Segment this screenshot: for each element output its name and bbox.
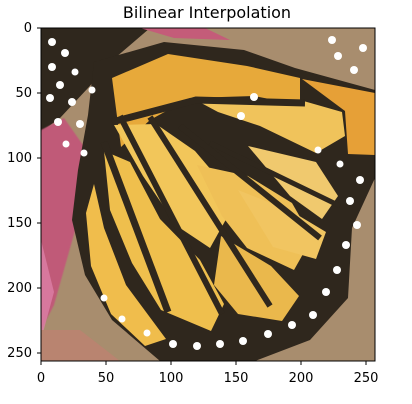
- wing-vein-4: [178, 123, 322, 241]
- y-tick-label-100: 100: [7, 151, 32, 166]
- x-tick-label-250: 250: [354, 371, 379, 386]
- y-tick-label-0: 0: [24, 21, 32, 36]
- wing-yellow-panel-7: [238, 190, 326, 259]
- lower-left-background: [41, 330, 120, 361]
- x-tick-label-50: 50: [98, 371, 115, 386]
- wing-vein-1: [100, 140, 172, 314]
- x-axis: [40, 361, 367, 365]
- x-tick-label-0: 0: [37, 371, 45, 386]
- y-tick-label-200: 200: [7, 281, 32, 296]
- y-tick-labels: 0 50 100 150 200 250: [7, 21, 32, 361]
- wing-yellow-panel-5: [214, 236, 299, 321]
- x-tick-label-100: 100: [159, 371, 184, 386]
- x-tick-labels: 0 50 100 150 200 250: [37, 371, 379, 386]
- plot-frame: [40, 27, 376, 362]
- wing-vein-6: [111, 96, 306, 126]
- wing-yellow-upper: [190, 97, 345, 153]
- wing-vein-3: [147, 115, 273, 308]
- y-tick-label-250: 250: [7, 346, 32, 361]
- wing-orange-upper-left: [112, 54, 300, 147]
- y-tick-label-150: 150: [7, 216, 32, 231]
- x-tick-label-150: 150: [224, 371, 249, 386]
- wing-vein-5: [208, 140, 342, 209]
- x-tick-label-200: 200: [289, 371, 314, 386]
- y-tick-label-50: 50: [15, 86, 32, 101]
- y-axis: [37, 27, 41, 354]
- wing-vein-2: [117, 114, 225, 316]
- pink-flower-top: [140, 28, 230, 40]
- butterfly-image: [41, 28, 375, 361]
- pink-flower-left: [41, 118, 90, 330]
- white-wing-spots: [46, 36, 367, 350]
- plot-title: Bilinear Interpolation: [123, 3, 291, 22]
- wing-yellow-panel-2: [104, 151, 224, 331]
- wing-orange-right: [302, 79, 375, 155]
- wing-yellow-panel-3: [86, 184, 166, 346]
- pink-flower-highlight: [41, 240, 54, 340]
